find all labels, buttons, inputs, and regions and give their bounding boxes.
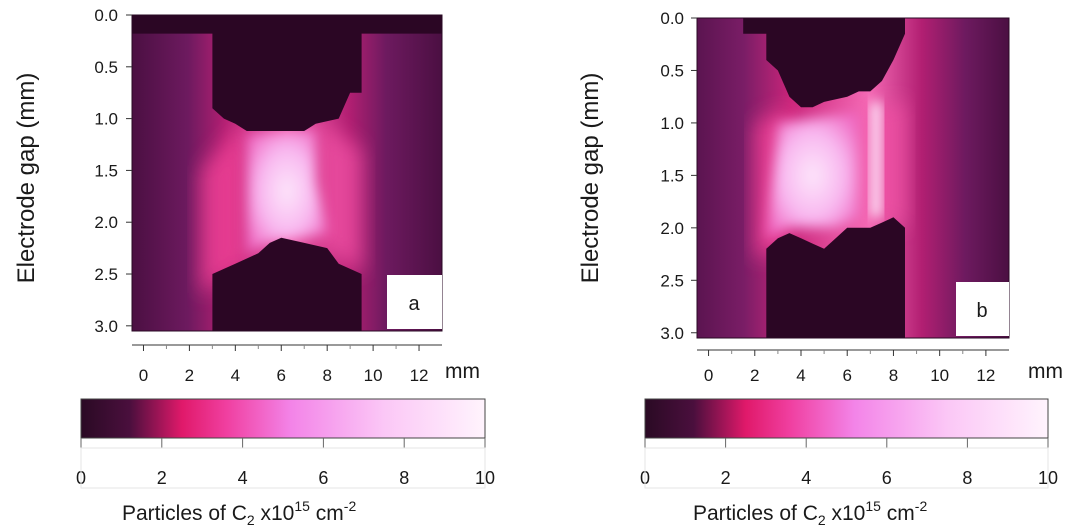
x-axis-unit-b: mm — [1028, 360, 1063, 383]
y-tick-label: 0.5 — [660, 61, 684, 80]
colorbar-tick-label: 4 — [238, 468, 248, 488]
x-tick-label: 0 — [139, 366, 148, 385]
colorbar-tick-band — [644, 447, 1049, 489]
plot-frame-a — [131, 14, 443, 332]
colorbar-gradient-a — [80, 398, 486, 439]
y-tick-label: 2.5 — [660, 271, 684, 290]
x-tick-label: 8 — [889, 366, 898, 385]
x-axis-unit-a: mm — [445, 360, 480, 383]
panel-label-b: b — [976, 300, 987, 322]
x-tick-label: 12 — [976, 366, 995, 385]
colorbar-tick-label: 2 — [157, 468, 167, 488]
x-tick-label: 6 — [842, 366, 851, 385]
colorbar-title-a: Particles of C2 x1015 cm-2 — [122, 498, 356, 528]
bottom-electrode-a — [212, 237, 362, 331]
y-tick-label: 2.0 — [660, 219, 684, 238]
x-tick-label: 0 — [704, 366, 713, 385]
plot-frame-b — [696, 17, 1010, 339]
colorbar-ticks-b: 0 2 4 6 8 10 — [640, 438, 1058, 489]
y-tick-label: 0.0 — [660, 9, 684, 28]
top-electrode-b — [743, 18, 905, 108]
colorbar-title-sup1-b: 15 — [865, 498, 881, 514]
colorbar-ticks-a: 0 2 4 6 8 10 — [76, 438, 495, 489]
panel-label-a: a — [408, 293, 420, 315]
y-axis-label-b: Electrode gap (mm) — [577, 73, 604, 284]
colorbar-title-sub-a: 2 — [247, 512, 255, 528]
y-tick-label: 1.0 — [660, 114, 684, 133]
panel-label-box-a — [387, 275, 442, 329]
colorbar-title-b: Particles of C2 x1015 cm-2 — [693, 498, 927, 528]
colorbar-title-mid-a: x10 — [255, 502, 295, 525]
y-tick-label: 0.0 — [94, 6, 118, 25]
y-axis-b: 0.0 0.5 1.0 1.5 2.0 2.5 3.0 — [660, 9, 697, 343]
x-tick-label: 2 — [750, 366, 759, 385]
colorbar-tick-band — [80, 447, 486, 489]
x-tick-label: 10 — [364, 366, 383, 385]
x-tick-label: 2 — [185, 366, 194, 385]
heatmap-field-a — [132, 15, 442, 331]
colorbar-tick-label: 6 — [882, 468, 892, 488]
x-tick-label: 8 — [322, 366, 331, 385]
colorbar-title-sub-b: 2 — [818, 512, 826, 528]
y-tick-label: 1.5 — [660, 166, 684, 185]
plasma-core-b — [766, 112, 859, 239]
y-tick-label: 3.0 — [660, 324, 684, 343]
colorbar-tick-label: 2 — [721, 468, 731, 488]
x-axis-a: 0 2 4 6 8 10 12 — [132, 344, 442, 385]
x-axis-b: 0 2 4 6 8 10 12 — [697, 349, 1009, 385]
colorbar-title-main-a: Particles of C — [122, 502, 247, 525]
colorbar-title-sup2-a: -2 — [344, 498, 357, 514]
heatmap-panel-a: 0.0 0.5 1.0 1.5 2.0 2.5 3.0 0 2 4 6 8 10 12 Electrod… — [13, 6, 495, 528]
y-axis-a: 0.0 0.5 1.0 1.5 2.0 2.5 3.0 — [94, 6, 132, 336]
y-tick-label: 0.5 — [94, 58, 118, 77]
y-tick-label: 2.5 — [94, 265, 118, 284]
x-tick-label: 4 — [796, 366, 805, 385]
y-tick-label: 3.0 — [94, 317, 118, 336]
colorbar-title-sup2-b: -2 — [915, 498, 928, 514]
right-glow-a — [315, 118, 362, 274]
left-glow-a — [200, 118, 247, 295]
x-tick-label: 6 — [277, 366, 286, 385]
colorbar-title-main-b: Particles of C — [693, 502, 818, 525]
x-tick-label: 12 — [410, 366, 429, 385]
colorbar-title-unit-b: cm — [881, 502, 915, 525]
colorbar-a: 0 2 4 6 8 10 Particles of C2 x1015 cm-2 — [76, 398, 495, 528]
y-tick-label: 1.5 — [94, 161, 118, 180]
heatmap-panel-b: 0.0 0.5 1.0 1.5 2.0 2.5 3.0 0 2 4 6 8 10 12 Electrod… — [577, 9, 1063, 528]
colorbar-tick-label: 8 — [962, 468, 972, 488]
colorbar-title-mid-b: x10 — [826, 502, 866, 525]
y-axis-label-a: Electrode gap (mm) — [13, 73, 40, 284]
x-tick-label: 10 — [930, 366, 949, 385]
bright-streak-b — [870, 101, 882, 218]
colorbar-tick-label: 6 — [318, 468, 328, 488]
bottom-electrode-b — [766, 217, 905, 338]
colorbar-tick-label: 8 — [399, 468, 409, 488]
x-tick-label: 4 — [231, 366, 240, 385]
colorbar-title-sup1-a: 15 — [294, 498, 310, 514]
colorbar-tick-label: 4 — [801, 468, 811, 488]
y-tick-label: 2.0 — [94, 213, 118, 232]
top-electrode-a — [132, 15, 442, 131]
colorbar-b: 0 2 4 6 8 10 Particles of C2 x1015 cm-2 — [640, 398, 1058, 528]
colorbar-gradient-b — [644, 398, 1049, 439]
heatmap-field-b — [697, 18, 1009, 338]
panel-label-box-b — [956, 282, 1009, 336]
plasma-core-a — [246, 129, 328, 254]
colorbar-title-unit-a: cm — [310, 502, 344, 525]
y-tick-label: 1.0 — [94, 110, 118, 129]
